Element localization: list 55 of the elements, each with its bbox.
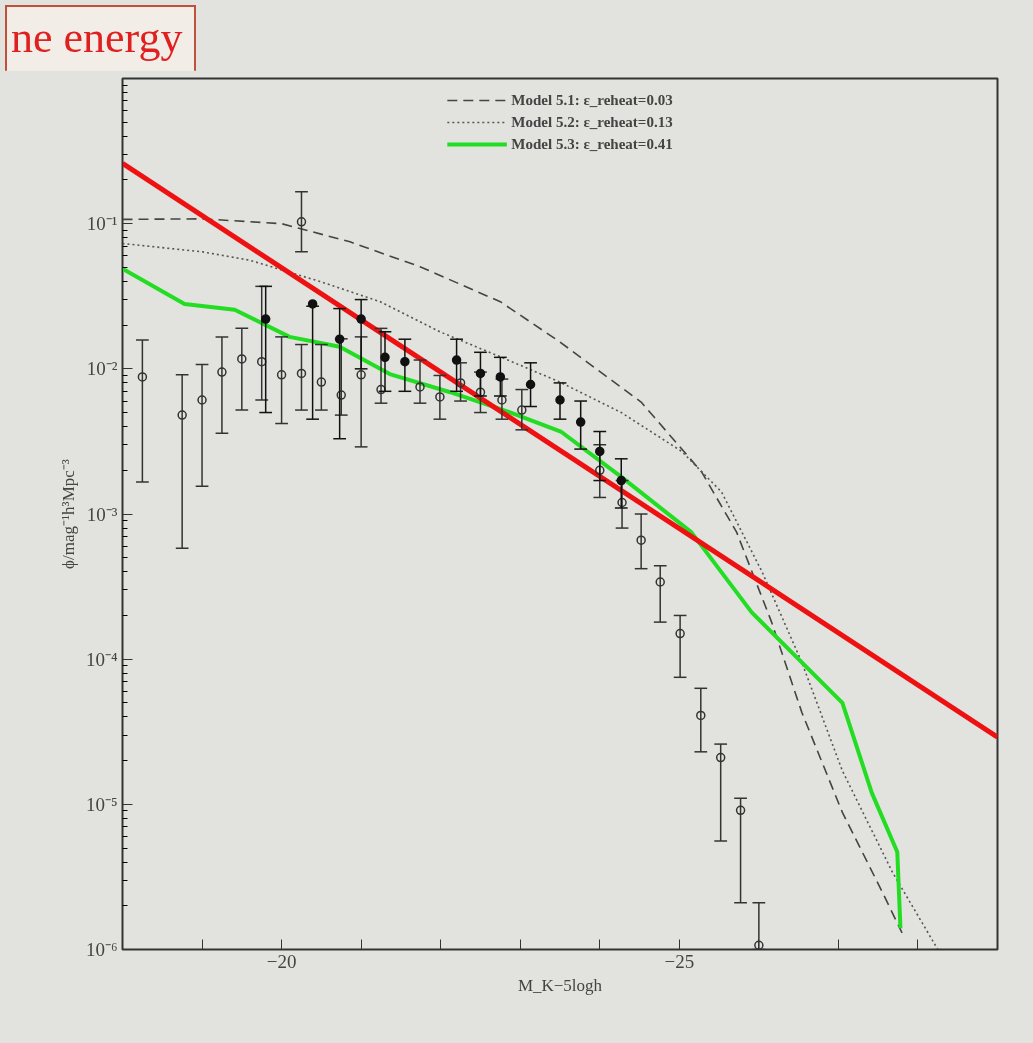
point bbox=[636, 535, 646, 545]
legend-label: Model 5.1: ε_reheat=0.03 bbox=[511, 91, 673, 109]
point bbox=[237, 354, 247, 364]
point bbox=[260, 314, 271, 324]
point bbox=[575, 417, 586, 427]
point bbox=[475, 387, 486, 397]
point bbox=[525, 379, 536, 390]
point bbox=[256, 356, 267, 367]
x-tick-label: −25 bbox=[664, 950, 695, 972]
y-tick-label: 10⁻⁶ bbox=[85, 939, 118, 960]
y-tick-label: 10⁻³ bbox=[86, 503, 118, 525]
point bbox=[555, 395, 565, 405]
point bbox=[296, 217, 307, 227]
point bbox=[197, 395, 207, 405]
point bbox=[137, 372, 148, 382]
y-tick-label: 10⁻⁵ bbox=[85, 793, 118, 815]
point bbox=[435, 392, 445, 402]
point bbox=[735, 805, 746, 816]
point bbox=[715, 752, 726, 763]
text: ne energy bbox=[5, 5, 197, 76]
point bbox=[497, 395, 507, 405]
legend-label: Model 5.3: ε_reheat=0.41 bbox=[511, 135, 673, 153]
point bbox=[336, 390, 346, 400]
point bbox=[356, 370, 366, 380]
point bbox=[495, 372, 506, 382]
point bbox=[696, 710, 706, 721]
point bbox=[595, 465, 605, 476]
y-tick-label: 10⁻² bbox=[86, 358, 118, 380]
point bbox=[655, 577, 665, 587]
y-axis-title: ϕ/mag⁻¹h³Mpc⁻³ bbox=[58, 459, 78, 569]
point bbox=[517, 405, 527, 415]
point bbox=[451, 355, 462, 365]
point bbox=[415, 382, 425, 392]
point bbox=[334, 334, 345, 344]
point bbox=[380, 352, 390, 363]
y-tick-label: 10⁻⁴ bbox=[85, 648, 118, 670]
point bbox=[617, 497, 627, 508]
point bbox=[296, 368, 307, 379]
point bbox=[400, 356, 410, 367]
point bbox=[675, 628, 685, 639]
y-tick-label: 10⁻¹ bbox=[86, 213, 118, 235]
point bbox=[455, 378, 466, 388]
x-axis-title: M_K−5logh bbox=[517, 975, 603, 995]
point bbox=[595, 446, 605, 457]
point bbox=[217, 367, 227, 377]
point bbox=[616, 475, 626, 486]
point bbox=[356, 314, 366, 324]
point bbox=[754, 940, 764, 950]
point bbox=[316, 377, 327, 387]
point bbox=[307, 299, 318, 309]
point bbox=[276, 370, 287, 380]
x-tick-label: −20 bbox=[266, 950, 297, 972]
legend-label: Model 5.2: ε_reheat=0.13 bbox=[511, 113, 673, 131]
point bbox=[177, 410, 187, 420]
point bbox=[475, 368, 486, 379]
